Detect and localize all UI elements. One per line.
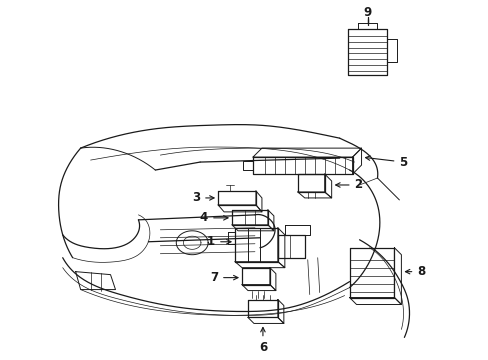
Text: 6: 6 (258, 328, 266, 354)
Text: 9: 9 (363, 6, 371, 19)
Text: 4: 4 (200, 211, 227, 224)
Text: 8: 8 (405, 265, 425, 278)
Text: 2: 2 (335, 179, 362, 192)
Text: 7: 7 (209, 271, 238, 284)
Text: 5: 5 (365, 156, 407, 168)
Text: 1: 1 (206, 235, 230, 248)
Text: 3: 3 (192, 192, 214, 204)
